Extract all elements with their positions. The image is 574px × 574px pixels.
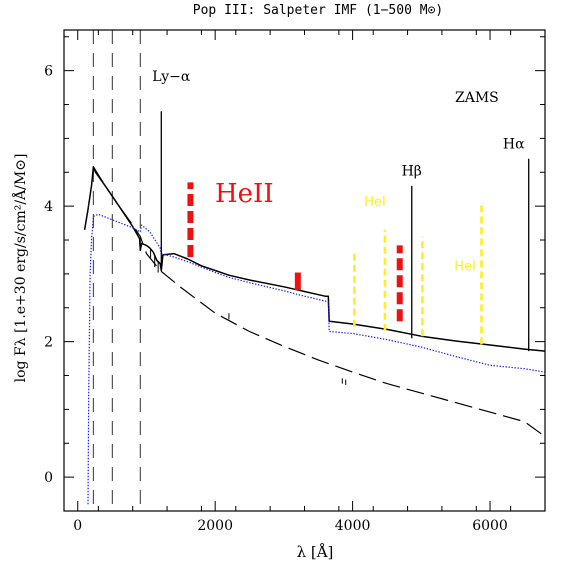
zams-annotation: ZAMS [455, 90, 499, 106]
series-solid [83, 166, 546, 352]
y-tick-label: 0 [44, 470, 53, 486]
hei-label: HeI [454, 260, 476, 275]
series-dotted [87, 213, 546, 505]
x-tick-label: 0 [73, 518, 82, 534]
x-tick-label: 2000 [197, 518, 233, 534]
x-tick-label: 4000 [335, 518, 371, 534]
plot-area: HeI HeI HeII Ly−α Hβ Hα [83, 30, 546, 511]
hei-label: HeI [364, 195, 386, 210]
y-tick-label: 6 [44, 64, 53, 80]
hydrogen-line-label: Ly−α [152, 69, 191, 85]
axis-ticks: 0 2000 4000 6000 0 2 4 6 [44, 30, 546, 534]
y-tick-label: 2 [44, 335, 53, 351]
y-axis-label: log Fλ [1.e+30 erg/s/cm²/Å/M⊙] [11, 154, 29, 383]
heii-label: HeII [215, 179, 274, 209]
y-tick-label: 4 [44, 199, 53, 215]
x-tick-label: 6000 [472, 518, 508, 534]
hydrogen-line-label: Hβ [402, 164, 422, 180]
x-axis-label: λ [Å] [297, 543, 334, 561]
series-dashed [92, 166, 546, 437]
hydrogen-line-label: Hα [503, 137, 525, 153]
chart-title: Pop III: Salpeter IMF (1−500 M⊙) [193, 3, 443, 18]
